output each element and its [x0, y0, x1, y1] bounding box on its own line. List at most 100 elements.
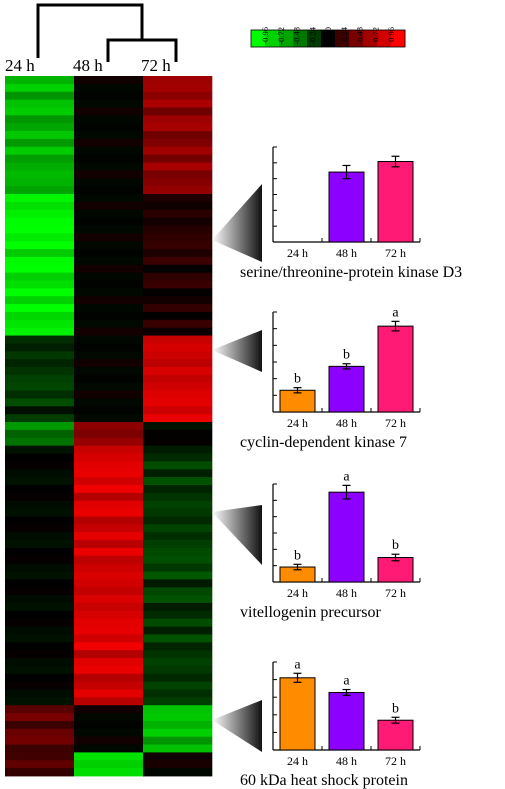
heatmap-cell: [143, 390, 213, 399]
heatmap-cell: [143, 555, 213, 565]
heatmap-cell: [143, 532, 213, 541]
heatmap-cell: [74, 264, 144, 274]
heatmap-cell: [74, 146, 144, 156]
heatmap-cell: [5, 618, 75, 627]
heatmap-cell: [143, 540, 213, 549]
heatmap-cell: [143, 414, 213, 423]
heatmap-cell: [74, 563, 144, 572]
heatmap-cell: [5, 311, 75, 321]
heatmap-cell: [143, 233, 213, 242]
x-tick-label: 24 h: [287, 416, 308, 430]
heatmap-cell: [74, 728, 144, 738]
heatmap-cell: [74, 367, 144, 376]
heatmap-cell: [143, 115, 213, 124]
heatmap-cell: [143, 241, 213, 250]
heatmap-cell: [74, 272, 144, 281]
heatmap-cell: [143, 225, 213, 234]
heatmap-cell: [5, 610, 75, 620]
heatmap-cell: [143, 445, 213, 454]
heatmap-col-label-72h: 72 h: [141, 56, 171, 75]
heatmap-cell: [143, 563, 213, 572]
heatmap-cell: [74, 626, 144, 635]
heatmap-cell: [5, 705, 75, 714]
heatmap-cell: [74, 374, 144, 384]
bar: [377, 325, 414, 413]
bar-chart: a 24 h a 48 h b 72 h 60 kDa heat shock protein: [240, 657, 421, 789]
heatmap-cell: [5, 689, 75, 698]
heatmap-cell: [74, 445, 144, 454]
heatmap-cell: [143, 508, 213, 517]
heatmap-cell: [5, 304, 75, 313]
heatmap-cell: [74, 618, 144, 627]
heatmap-cell: [143, 665, 213, 675]
heatmap-cell: [143, 249, 213, 258]
connector-triangle: [212, 700, 262, 752]
heatmap-cell: [74, 178, 144, 187]
heatmap-cell: [5, 429, 75, 439]
heatmap-cell: [5, 123, 75, 132]
color-scale-tick-label: -0.48: [292, 27, 302, 45]
significance-letter: b: [392, 538, 399, 553]
heatmap-cell: [74, 705, 144, 714]
error-bar: [293, 672, 302, 683]
heatmap-cell: [143, 579, 213, 588]
heatmap-cell: [74, 665, 144, 675]
heatmap-cell: [74, 547, 144, 557]
heatmap-cell: [143, 713, 213, 722]
heatmap-cell: [143, 304, 213, 313]
heatmap: [5, 76, 213, 777]
heatmap-cell: [5, 720, 75, 730]
heatmap-cell: [5, 713, 75, 722]
heatmap-cell: [143, 595, 213, 604]
heatmap-cell: [5, 186, 75, 195]
heatmap-cell: [74, 225, 144, 234]
heatmap-cell: [74, 713, 144, 722]
heatmap-cell: [5, 343, 75, 352]
error-bar: [342, 363, 351, 370]
heatmap-cell: [143, 744, 213, 753]
connector-triangle: [212, 330, 262, 372]
heatmap-cell: [5, 602, 75, 612]
heatmap-cell: [143, 461, 213, 470]
x-tick-label: 72 h: [385, 416, 406, 430]
dendrogram: [36, 3, 178, 62]
x-tick-label: 72 h: [385, 754, 406, 768]
heatmap-cell: [74, 249, 144, 258]
heatmap-cell: [5, 201, 75, 211]
heatmap-cell: [74, 382, 144, 392]
heatmap-cell: [74, 186, 144, 195]
heatmap-cell: [74, 768, 144, 777]
heatmap-cell: [143, 91, 213, 100]
heatmap-cell: [5, 547, 75, 557]
heatmap-cell: [143, 500, 213, 509]
color-scale-tick-label: 0.96: [386, 27, 396, 42]
heatmap-cell: [5, 477, 75, 486]
heatmap-cell: [5, 374, 75, 384]
heatmap-cell: [74, 390, 144, 399]
heatmap-cell: [74, 131, 144, 140]
heatmap-cell: [74, 76, 144, 85]
heatmap-cell: [5, 736, 75, 745]
heatmap-cell: [5, 697, 75, 706]
heatmap-cell: [5, 728, 75, 738]
heatmap-cell: [74, 571, 144, 580]
heatmap-cell: [5, 256, 75, 266]
connectors: [212, 184, 262, 752]
heatmap-cell: [5, 367, 75, 376]
heatmap-cell: [5, 650, 75, 659]
heatmap-cell: [74, 477, 144, 486]
color-scale-swatch: [391, 30, 406, 47]
heatmap-cell: [5, 492, 75, 502]
heatmap-cell: [5, 665, 75, 675]
heatmap-cell: [5, 768, 75, 777]
heatmap-cell: [5, 115, 75, 124]
heatmap-cell: [5, 335, 75, 344]
heatmap-cell: [74, 484, 144, 494]
heatmap-cell: [143, 697, 213, 706]
heatmap-cell: [74, 335, 144, 344]
chart-title: serine/threonine-protein kinase D3: [240, 264, 462, 281]
heatmap-cell: [5, 500, 75, 509]
heatmap-cell: [5, 406, 75, 415]
heatmap-cell: [143, 367, 213, 376]
color-scale-tick-label: -0.96: [260, 27, 270, 45]
